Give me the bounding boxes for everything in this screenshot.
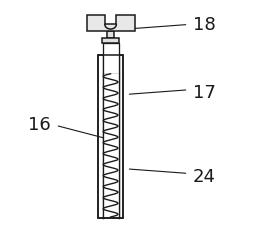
Text: 16: 16 [28,116,51,134]
Bar [103,74,119,217]
Bar [103,44,119,74]
Bar [107,32,115,39]
Text: 18: 18 [193,16,216,34]
Bar [98,56,123,218]
Text: 17: 17 [193,84,216,102]
Bar [98,56,123,218]
Text: 24: 24 [193,167,216,185]
Bar [102,39,119,44]
Polygon shape [87,16,135,32]
